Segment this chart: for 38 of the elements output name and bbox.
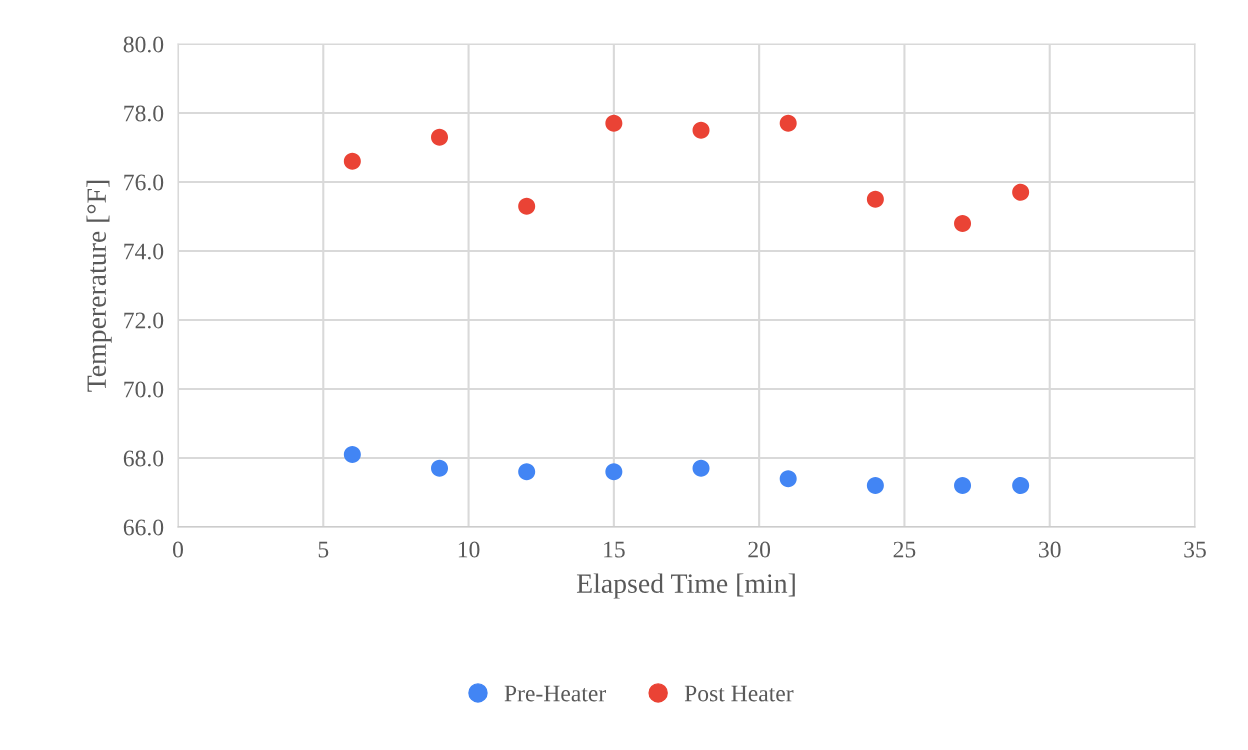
- point: [779, 470, 797, 488]
- y-axis-title: Tempererature [°F]: [86, 180, 112, 392]
- y-tick-label: 68.0: [123, 450, 164, 467]
- point: [431, 459, 449, 477]
- x-tick-label: 5: [318, 541, 329, 558]
- point: [866, 477, 884, 495]
- point: [431, 128, 449, 146]
- x-tick-label: 10: [458, 541, 480, 558]
- y-tick-label: 76.0: [124, 174, 164, 191]
- point: [954, 214, 972, 232]
- point: [605, 114, 623, 132]
- point: [779, 114, 797, 132]
- point: [954, 477, 972, 495]
- point: [692, 459, 710, 477]
- point: [343, 446, 361, 464]
- x-tick-label: 35: [1184, 541, 1206, 558]
- y-tick-label: 74.0: [124, 243, 164, 260]
- x-tick-label: 30: [1039, 541, 1061, 558]
- point: [518, 463, 536, 481]
- point: [343, 152, 361, 170]
- x-tick-label: 20: [748, 541, 771, 558]
- point: [1012, 477, 1030, 495]
- x-tick-label: 15: [604, 541, 625, 558]
- x-axis-title: Elapsed Time [min]: [576, 573, 795, 599]
- legend-label: Pre-Heater: [504, 685, 606, 702]
- point: [605, 463, 623, 481]
- point: [1012, 183, 1030, 201]
- point: [692, 121, 710, 139]
- x-tick-label: 0: [173, 541, 183, 558]
- y-tick-label: 70.0: [124, 381, 164, 398]
- y-tick-label: 80.0: [123, 36, 164, 53]
- point: [866, 190, 884, 208]
- y-tick-label: 66.0: [123, 519, 164, 536]
- x-tick-label: 25: [893, 541, 916, 558]
- y-tick-label: 78.0: [124, 105, 164, 122]
- point: [518, 197, 536, 215]
- y-tick-label: 72.0: [124, 312, 164, 329]
- legend-label: Post Heater: [684, 685, 794, 702]
